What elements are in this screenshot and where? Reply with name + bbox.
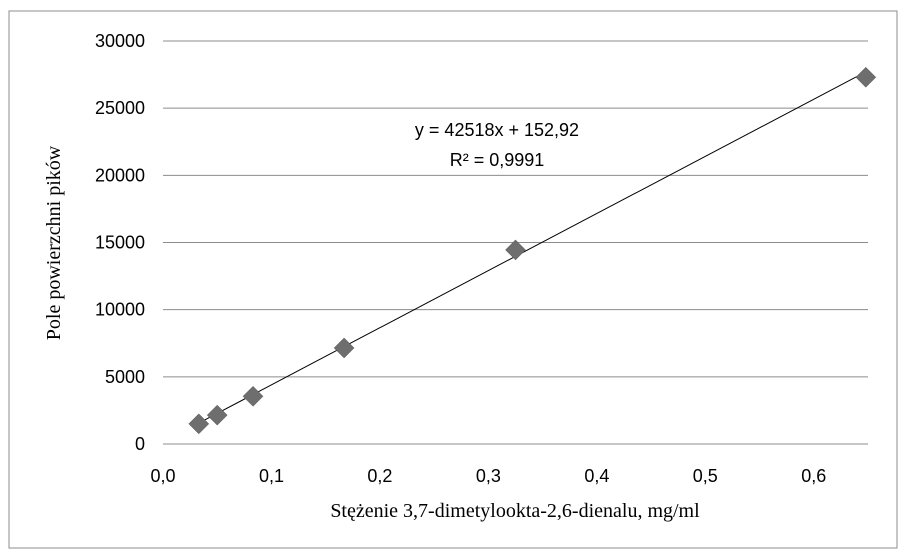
x-tick-label-3: 0,3 — [476, 466, 501, 486]
data-point-4 — [505, 239, 526, 261]
trendline-equation: y = 42518x + 152,92 — [415, 120, 579, 140]
data-point-2 — [242, 385, 264, 407]
y-tick-labels: 0 5000 10000 15000 20000 25000 30000 — [95, 31, 145, 454]
chart-border — [8, 10, 898, 549]
y-axis-title: Pole powierzchni pików — [43, 145, 65, 340]
y-tick-label-1: 5000 — [105, 367, 145, 387]
x-axis-title: Stężenie 3,7-dimetylookta-2,6-dienalu, m… — [330, 500, 700, 522]
trendline — [198, 71, 867, 424]
y-tick-label-3: 15000 — [95, 233, 145, 253]
x-tick-label-6: 0,6 — [801, 466, 826, 486]
y-tick-label-5: 25000 — [95, 98, 145, 118]
data-point-5 — [855, 66, 877, 88]
data-points — [188, 66, 877, 435]
data-point-1 — [206, 404, 228, 426]
y-tick-label-6: 30000 — [95, 31, 145, 51]
y-tick-label-2: 10000 — [95, 300, 145, 320]
x-tick-label-2: 0,2 — [367, 466, 392, 486]
x-tick-labels: 0,0 0,1 0,2 0,3 0,4 0,5 0,6 — [150, 466, 826, 486]
x-tick-label-1: 0,1 — [259, 466, 284, 486]
data-point-3 — [333, 337, 355, 359]
x-tick-label-4: 0,4 — [584, 466, 609, 486]
y-tick-label-0: 0 — [135, 434, 145, 454]
trendline-r2: R² = 0,9991 — [450, 150, 545, 170]
trendline-group — [198, 71, 867, 424]
x-tick-label-5: 0,5 — [693, 466, 718, 486]
gridlines — [163, 40, 868, 445]
y-tick-label-4: 20000 — [95, 165, 145, 185]
x-tick-label-0: 0,0 — [150, 466, 175, 486]
data-point-0 — [188, 413, 210, 435]
